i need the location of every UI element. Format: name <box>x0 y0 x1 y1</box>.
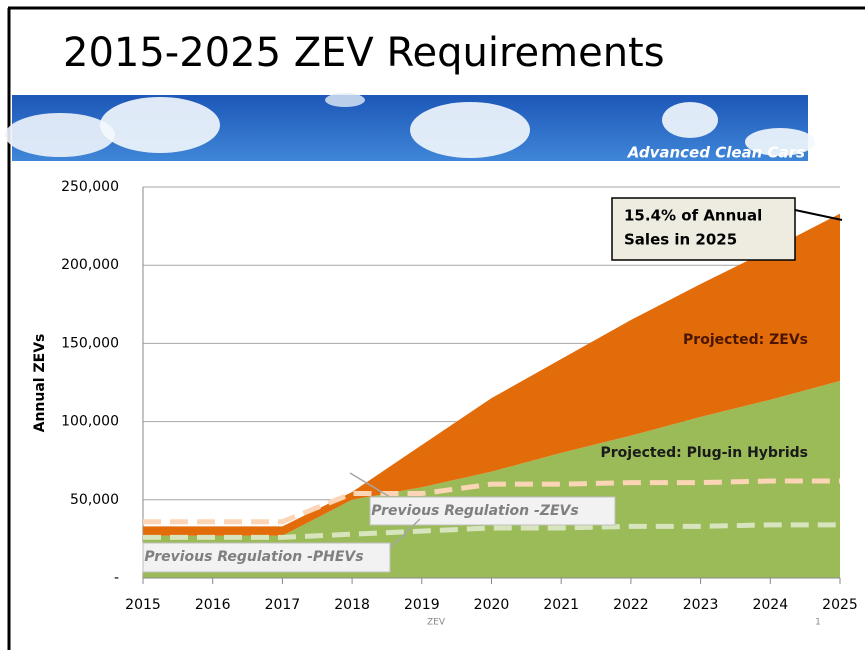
slide: 2015-2025 ZEV Requirements Advanced Clea… <box>0 0 865 650</box>
banner: Advanced Clean Cars <box>5 93 815 162</box>
y-tick-label: 250,000 <box>61 179 119 195</box>
y-tick-label: 100,000 <box>61 414 119 430</box>
cloud <box>100 97 220 153</box>
footer: ZEV <box>427 618 446 628</box>
page-number: 1 <box>815 618 821 628</box>
x-tick-label: 2017 <box>265 597 301 613</box>
series-label: Previous Regulation -PHEVs <box>144 549 363 565</box>
x-tick-label: 2021 <box>543 597 579 613</box>
slide-title: 2015-2025 ZEV Requirements <box>63 30 665 76</box>
y-tick-label: 150,000 <box>61 335 119 351</box>
x-tick-label: 2023 <box>683 597 719 613</box>
x-tick-label: 2024 <box>752 597 788 613</box>
series-label: Projected: Plug-in Hybrids <box>601 445 808 461</box>
cloud <box>5 113 115 157</box>
banner-text: Advanced Clean Cars <box>627 144 805 162</box>
x-tick-label: 2015 <box>125 597 161 613</box>
callout-text: Sales in 2025 <box>624 231 737 249</box>
x-tick-label: 2020 <box>474 597 510 613</box>
y-tick-label: 200,000 <box>61 257 119 273</box>
y-tick-label: 50,000 <box>70 492 119 508</box>
cloud <box>410 102 530 158</box>
series-label: Projected: ZEVs <box>683 332 808 348</box>
x-tick-label: 2025 <box>822 597 858 613</box>
cloud <box>325 93 365 107</box>
y-axis-label: Annual ZEVs <box>32 334 48 433</box>
cloud <box>662 102 718 138</box>
x-tick-label: 2019 <box>404 597 440 613</box>
x-tick-label: 2016 <box>195 597 231 613</box>
callout-text: 15.4% of Annual <box>624 207 762 225</box>
y-tick-label: - <box>114 570 119 586</box>
x-tick-label: 2018 <box>334 597 370 613</box>
x-tick-label: 2022 <box>613 597 649 613</box>
series-label: Previous Regulation -ZEVs <box>371 503 578 519</box>
